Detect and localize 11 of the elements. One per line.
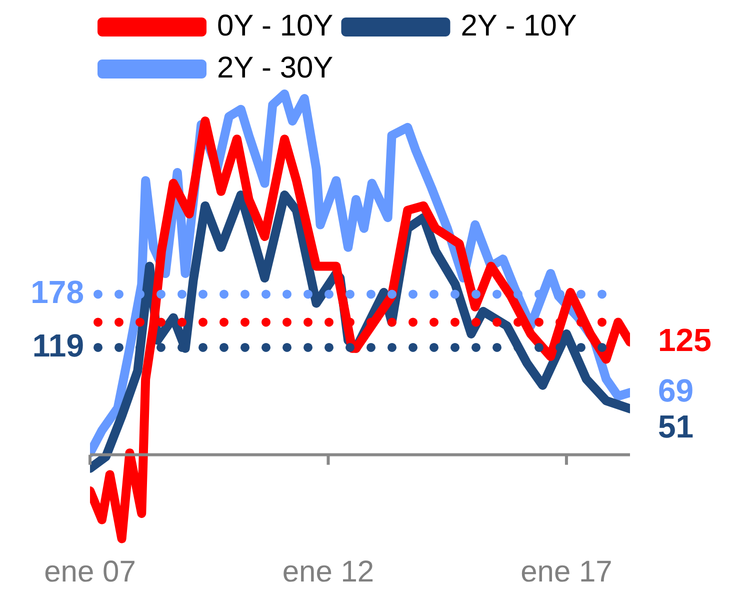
data-label: 125 (658, 322, 712, 358)
x-tick-label: ene 17 (520, 555, 612, 588)
data-label: 51 (658, 408, 694, 444)
data-label: 69 (658, 372, 694, 408)
x-tick-label: ene 07 (44, 555, 136, 588)
legend-label: 0Y - 10Y (217, 9, 334, 42)
x-tick-label: ene 12 (282, 555, 374, 588)
ref-line-label: 119 (32, 327, 84, 364)
legend-label: 2Y - 30Y (217, 51, 334, 84)
ref-line-label: 178 (30, 274, 84, 310)
legend-label: 2Y - 10Y (460, 9, 577, 42)
